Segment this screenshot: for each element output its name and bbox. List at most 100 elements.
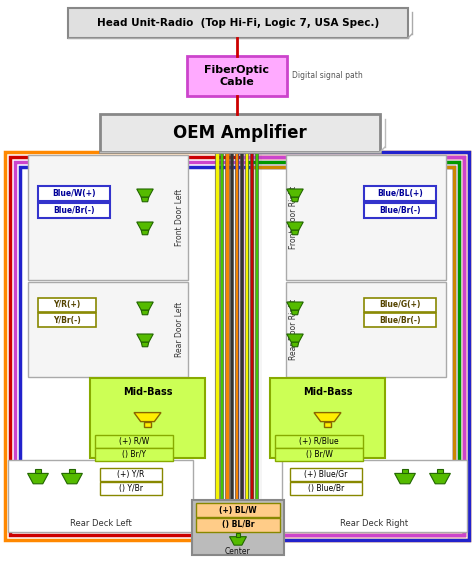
Bar xyxy=(28,282,188,377)
Polygon shape xyxy=(287,189,303,197)
Text: () BL/Br: () BL/Br xyxy=(222,521,254,529)
Bar xyxy=(255,152,258,500)
Bar xyxy=(242,157,464,535)
Text: Y/Br(-): Y/Br(-) xyxy=(53,316,81,324)
Text: Front Door Right: Front Door Right xyxy=(290,186,299,249)
Bar xyxy=(38,186,110,201)
Bar xyxy=(364,203,436,218)
Bar xyxy=(282,460,467,532)
Text: Front Door Left: Front Door Left xyxy=(175,189,184,246)
Bar xyxy=(38,298,96,312)
Polygon shape xyxy=(291,230,299,235)
Text: (+) BL/W: (+) BL/W xyxy=(219,505,257,514)
Bar xyxy=(250,152,253,500)
Text: Rear Door Right: Rear Door Right xyxy=(290,299,299,360)
Bar xyxy=(252,167,454,525)
Bar xyxy=(290,482,362,495)
Polygon shape xyxy=(141,197,149,202)
Polygon shape xyxy=(141,230,149,235)
Polygon shape xyxy=(141,310,149,315)
Text: (+) R/Blue: (+) R/Blue xyxy=(299,437,339,446)
Bar xyxy=(286,282,446,377)
Bar xyxy=(35,469,41,473)
Polygon shape xyxy=(429,473,450,484)
Text: Center: Center xyxy=(225,548,251,557)
Text: Rear Deck Right: Rear Deck Right xyxy=(340,520,409,529)
Polygon shape xyxy=(229,537,246,545)
Bar xyxy=(100,482,162,495)
Bar xyxy=(270,378,385,458)
Text: (+) Blue/Gr: (+) Blue/Gr xyxy=(304,470,348,479)
Polygon shape xyxy=(134,413,161,421)
Bar xyxy=(38,313,96,327)
Bar xyxy=(15,162,459,530)
Text: Blue/Br(-): Blue/Br(-) xyxy=(379,206,421,215)
Text: Blue/G(+): Blue/G(+) xyxy=(379,300,421,309)
Bar xyxy=(90,378,205,458)
Polygon shape xyxy=(137,302,153,310)
Polygon shape xyxy=(287,222,303,230)
Bar xyxy=(286,155,446,280)
Bar xyxy=(230,152,233,500)
Bar xyxy=(38,203,110,218)
Bar xyxy=(20,167,454,525)
Bar xyxy=(324,421,331,427)
Bar xyxy=(100,114,380,152)
Polygon shape xyxy=(62,473,82,484)
Text: OEM Amplifier: OEM Amplifier xyxy=(173,124,307,142)
Bar xyxy=(215,152,219,500)
Polygon shape xyxy=(394,473,415,484)
Polygon shape xyxy=(137,189,153,197)
Bar xyxy=(275,435,363,448)
Bar xyxy=(245,152,248,500)
Text: (+) Y/R: (+) Y/R xyxy=(117,470,145,479)
Bar xyxy=(235,152,238,500)
Bar xyxy=(364,186,436,201)
Text: Rear Door Left: Rear Door Left xyxy=(175,302,184,357)
Text: () Br/Y: () Br/Y xyxy=(122,450,146,459)
Bar xyxy=(364,298,436,312)
Polygon shape xyxy=(137,222,153,230)
Bar xyxy=(28,155,188,280)
Bar xyxy=(196,503,280,517)
Bar xyxy=(144,421,152,427)
Text: Head Unit-Radio  (Top Hi-Fi, Logic 7, USA Spec.): Head Unit-Radio (Top Hi-Fi, Logic 7, USA… xyxy=(97,18,379,28)
Bar xyxy=(402,469,408,473)
Bar xyxy=(236,533,240,537)
Bar xyxy=(220,152,223,500)
Bar xyxy=(437,469,443,473)
Bar xyxy=(187,56,287,96)
Bar xyxy=(225,152,229,500)
Bar xyxy=(10,157,464,535)
Text: Blue/W(+): Blue/W(+) xyxy=(52,189,96,198)
Text: Blue/Br(-): Blue/Br(-) xyxy=(379,316,421,324)
Bar xyxy=(364,313,436,327)
Text: Mid-Bass: Mid-Bass xyxy=(303,387,352,397)
Bar xyxy=(95,448,173,461)
Bar xyxy=(237,152,469,540)
Text: Y/R(+): Y/R(+) xyxy=(54,300,81,309)
Polygon shape xyxy=(287,302,303,310)
Text: Mid-Bass: Mid-Bass xyxy=(123,387,172,397)
Bar xyxy=(8,460,193,532)
Text: Blue/Br(-): Blue/Br(-) xyxy=(53,206,95,215)
Bar xyxy=(192,500,284,555)
Polygon shape xyxy=(314,413,341,421)
Text: () Br/W: () Br/W xyxy=(306,450,332,459)
Polygon shape xyxy=(287,334,303,342)
Text: FiberOptic
Cable: FiberOptic Cable xyxy=(204,65,270,87)
Bar xyxy=(247,162,459,530)
Polygon shape xyxy=(141,342,149,347)
Text: Rear Deck Left: Rear Deck Left xyxy=(70,520,131,529)
Text: (+) R/W: (+) R/W xyxy=(119,437,149,446)
Bar xyxy=(95,435,173,448)
Bar xyxy=(240,152,243,500)
Bar xyxy=(100,468,162,481)
Bar xyxy=(290,468,362,481)
Polygon shape xyxy=(27,473,48,484)
Polygon shape xyxy=(291,342,299,347)
Text: () Y/Br: () Y/Br xyxy=(119,484,143,493)
Bar xyxy=(275,448,363,461)
Polygon shape xyxy=(291,310,299,315)
Text: Blue/BL(+): Blue/BL(+) xyxy=(377,189,423,198)
